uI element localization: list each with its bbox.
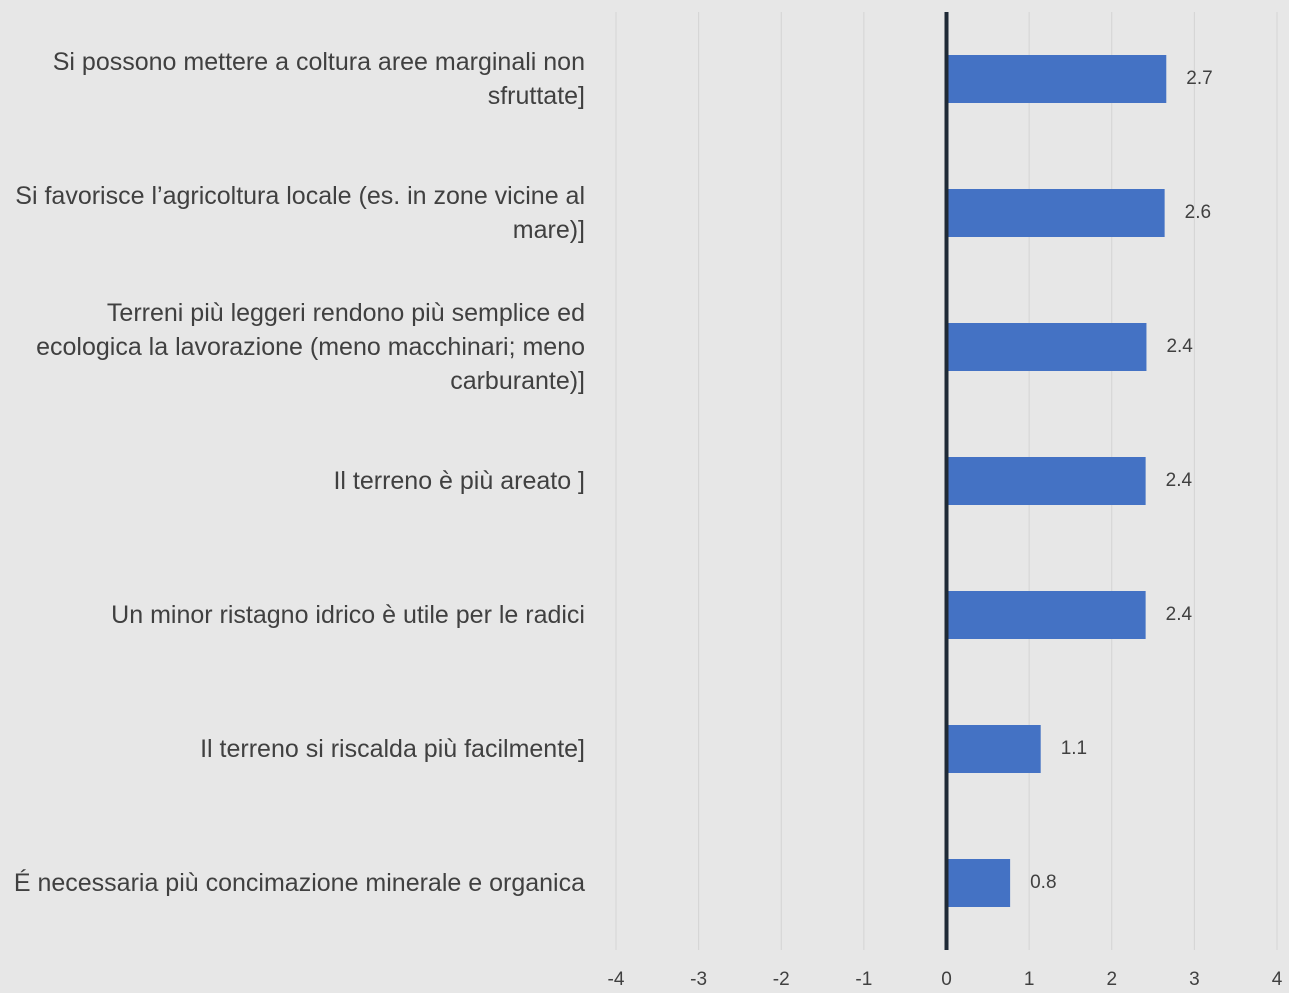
bar (946, 189, 1165, 237)
value-label: 2.7 (1186, 68, 1212, 89)
x-tick-label: 3 (1189, 969, 1200, 990)
x-tick-label: 0 (941, 969, 952, 990)
value-label: 1.1 (1061, 738, 1087, 759)
category-label: Si possono mettere a coltura aree margin… (52, 48, 585, 110)
category-label: Un minor ristagno idrico è utile per le … (111, 601, 585, 629)
category-label: Si favorisce l’agricoltura locale (es. i… (15, 182, 585, 244)
bar (946, 55, 1167, 103)
bar (946, 323, 1147, 371)
bar (946, 725, 1041, 773)
value-label: 2.4 (1166, 604, 1193, 625)
x-tick-label: -3 (690, 969, 707, 990)
x-tick-label: 1 (1024, 969, 1035, 990)
category-label: É necessaria più concimazione minerale e… (13, 869, 585, 897)
category-label: Terreni più leggeri rendono più semplice… (36, 299, 585, 395)
category-label: Il terreno si riscalda più facilmente] (200, 735, 585, 763)
x-tick-label: -1 (855, 969, 872, 990)
x-tick-label: 2 (1106, 969, 1117, 990)
value-label: 2.4 (1166, 336, 1193, 357)
x-tick-label: -2 (773, 969, 790, 990)
x-tick-label: -4 (608, 969, 625, 990)
bar (946, 859, 1011, 907)
value-label: 0.8 (1030, 872, 1056, 893)
category-label: Il terreno è più areato ] (333, 467, 585, 495)
x-tick-label: 4 (1272, 969, 1283, 990)
bar (946, 591, 1146, 639)
bar (946, 457, 1146, 505)
value-label: 2.4 (1166, 470, 1193, 491)
value-label: 2.6 (1185, 202, 1211, 223)
